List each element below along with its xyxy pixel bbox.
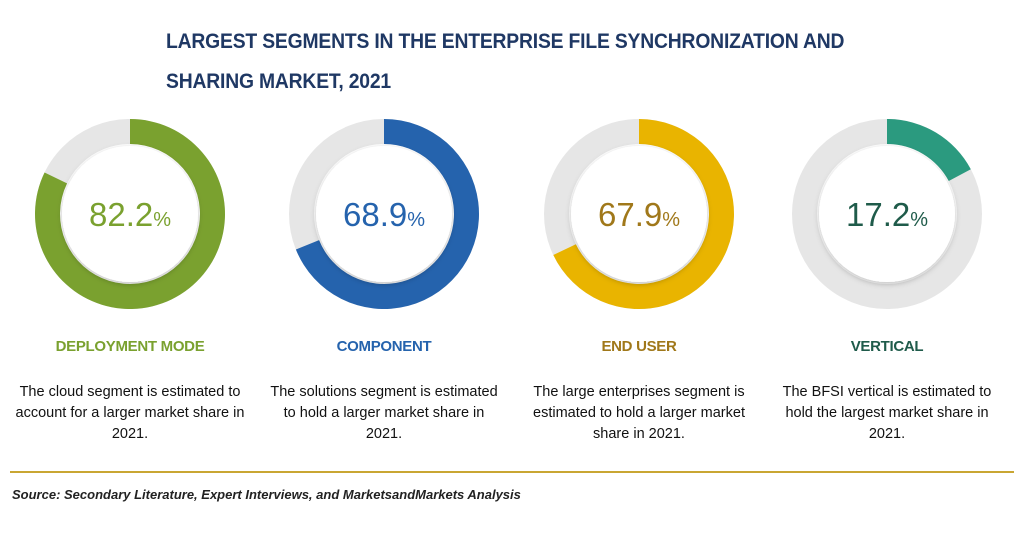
category-label: END USER <box>601 338 677 355</box>
donut-center <box>819 146 955 282</box>
value-number: 17.2 <box>846 196 910 233</box>
category-label: DEPLOYMENT MODE <box>55 338 205 355</box>
donut-chart-vertical: 17.2% <box>792 119 982 309</box>
value-label: 82.2% <box>89 196 171 233</box>
divider-line <box>10 471 1014 473</box>
category-description: The solutions segment is estimated to ho… <box>270 384 498 442</box>
category-label: COMPONENT <box>336 338 432 355</box>
value-label: 17.2% <box>846 196 928 233</box>
donut-panel-vertical: 17.2% VERTICAL The BFSI vertical is estima… <box>767 118 1007 442</box>
donut-chart-deployment-mode: 82.2% <box>34 119 225 309</box>
donut-chart-end-user: 67.9% <box>544 119 734 309</box>
value-unit: % <box>407 209 425 231</box>
value-unit: % <box>153 209 171 231</box>
category-description: The large enterprises segment is estimat… <box>533 384 745 442</box>
value-unit: % <box>910 209 928 231</box>
donut-panel-component: 68.9% COMPONENT The solutions segment is e… <box>264 118 504 442</box>
category-label: VERTICAL <box>850 338 924 355</box>
donut-center <box>62 146 198 282</box>
donut-panel-end-user: 67.9% END USER The large enterprises segme… <box>519 118 759 442</box>
slice-vertical <box>887 119 971 182</box>
value-label: 68.9% <box>343 196 425 233</box>
donut-center <box>316 146 452 282</box>
value-number: 82.2 <box>89 196 153 233</box>
donut-panel-deployment-mode: 82.2% DEPLOYMENT MODE The cloud segment is… <box>10 118 250 442</box>
value-number: 67.9 <box>598 196 662 233</box>
value-number: 68.9 <box>343 196 407 233</box>
donut-chart-component: 68.9% <box>289 119 479 309</box>
donut-center <box>571 146 707 282</box>
value-unit: % <box>662 209 680 231</box>
value-label: 67.9% <box>598 196 680 233</box>
category-description: The BFSI vertical is estimated to hold t… <box>782 384 992 442</box>
chart-title: LARGEST SEGMENTS IN THE ENTERPRISE FILE … <box>166 30 845 93</box>
source-note: Source: Secondary Literature, Expert Int… <box>12 487 521 502</box>
category-description: The cloud segment is estimated to accoun… <box>15 384 245 442</box>
